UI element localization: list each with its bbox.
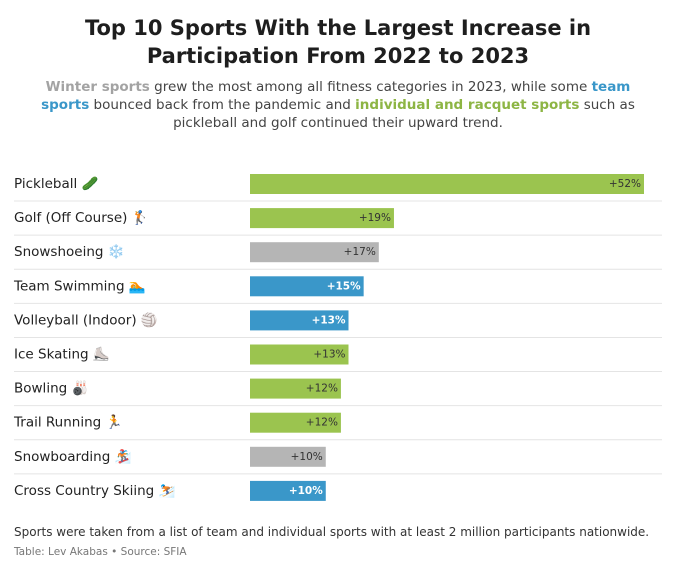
source: Table: Lev Akabas • Source: SFIA bbox=[14, 546, 187, 558]
bar bbox=[250, 378, 341, 399]
bar bbox=[250, 310, 349, 331]
value-label: +10% bbox=[289, 485, 323, 497]
subtitle-text: such as pickleball and golf continued th… bbox=[173, 97, 635, 131]
category-label: Team Swimming 🏊 bbox=[13, 278, 146, 294]
value-label: +13% bbox=[313, 349, 345, 361]
category-label: Bowling 🎳 bbox=[14, 380, 88, 397]
bar bbox=[250, 242, 379, 263]
bar bbox=[250, 344, 349, 365]
subtitle-text: bounced back from the pandemic and bbox=[89, 97, 356, 113]
category-label: Volleyball (Indoor) 🏐 bbox=[14, 311, 158, 328]
bar bbox=[250, 480, 326, 501]
value-label: +12% bbox=[306, 417, 338, 429]
value-label: +52% bbox=[609, 178, 641, 190]
chart-title: Top 10 Sports With the Largest Increase … bbox=[84, 16, 592, 68]
value-label: +19% bbox=[359, 212, 391, 224]
value-label: +10% bbox=[291, 451, 323, 463]
category-label: Snowboarding 🏂 bbox=[14, 448, 132, 465]
category-label: Ice Skating ⛸️ bbox=[14, 346, 110, 363]
bar bbox=[250, 412, 341, 433]
category-label: Snowshoeing ❄️ bbox=[14, 243, 125, 260]
value-label: +13% bbox=[312, 314, 346, 326]
category-label: Cross Country Skiing ⛷️ bbox=[14, 483, 176, 499]
subtitle-text: team sports bbox=[41, 79, 631, 113]
subtitle-text: Winter sports bbox=[45, 79, 150, 95]
footnote: Sports were taken from a list of team an… bbox=[14, 525, 650, 539]
bar bbox=[250, 276, 364, 297]
bar bbox=[250, 174, 644, 194]
subtitle-text: individual and racquet sports bbox=[355, 97, 580, 113]
category-label: Trail Running 🏃 bbox=[13, 414, 122, 431]
bar bbox=[250, 446, 326, 467]
value-label: +17% bbox=[344, 246, 376, 258]
value-label: +15% bbox=[327, 280, 361, 292]
category-label: Golf (Off Course) 🏌️ bbox=[14, 209, 149, 226]
subtitle: Winter sports grew the most among all fi… bbox=[20, 78, 656, 132]
subtitle-text: grew the most among all fitness categori… bbox=[149, 79, 592, 95]
value-label: +12% bbox=[306, 383, 338, 395]
bar bbox=[250, 208, 394, 229]
category-label: Pickleball 🥒 bbox=[14, 176, 99, 192]
chart: Pickleball 🥒 +52% Golf (Off Course) 🏌️ +19%… bbox=[13, 174, 662, 501]
